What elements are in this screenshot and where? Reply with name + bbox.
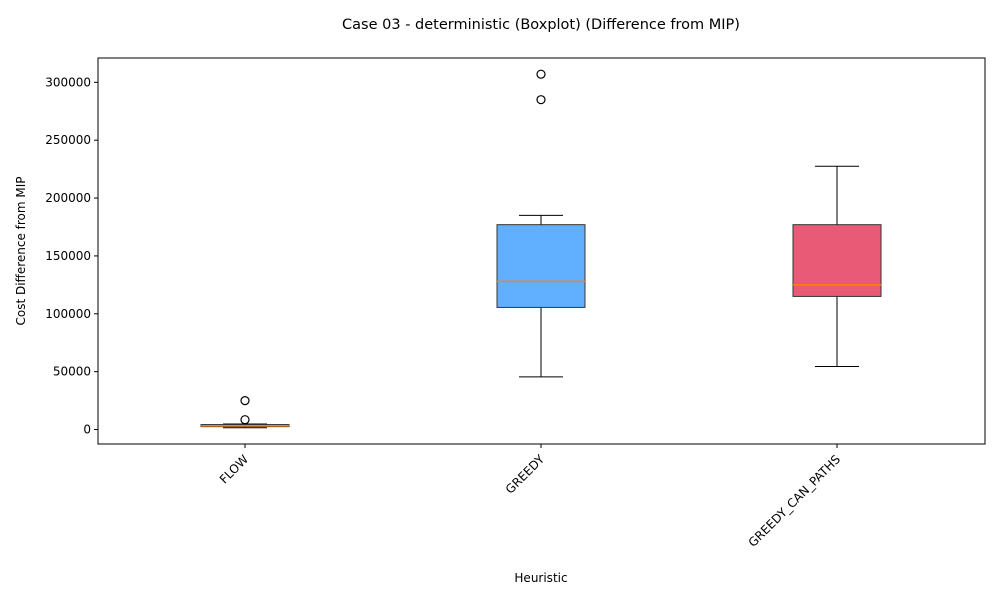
x-tick-label: GREEDY_CAN_PATHS (746, 452, 844, 550)
outlier-point (240, 395, 250, 406)
x-axis: FLOW GREEDY GREEDY_CAN_PATHS (217, 444, 843, 550)
y-tick-label: 250000 (45, 133, 91, 147)
x-axis-label: Heuristic (514, 571, 567, 585)
y-axis: 0 50000 100000 150000 200000 250000 300000 (45, 75, 98, 437)
y-tick-label: 300000 (45, 75, 91, 89)
y-axis-label: Cost Difference from MIP (14, 176, 28, 325)
box-greedy (496, 69, 586, 378)
box-greedy-can-paths (792, 165, 882, 367)
x-tick-label: GREEDY (503, 452, 548, 497)
iqr-box (792, 224, 882, 297)
boxes-group (200, 69, 882, 429)
x-tick-label: FLOW (217, 452, 251, 486)
y-tick-label: 0 (83, 423, 91, 437)
chart-title: Case 03 - deterministic (Boxplot) (Diffe… (342, 17, 740, 33)
outlier-point (536, 69, 546, 79)
outlier-point (240, 415, 250, 425)
y-tick-label: 100000 (45, 307, 91, 321)
y-tick-label: 150000 (45, 249, 91, 263)
y-tick-label: 200000 (45, 191, 91, 205)
y-tick-label: 50000 (53, 365, 91, 379)
outlier-point (536, 95, 546, 105)
box-flow (200, 395, 290, 429)
iqr-box (496, 224, 586, 308)
